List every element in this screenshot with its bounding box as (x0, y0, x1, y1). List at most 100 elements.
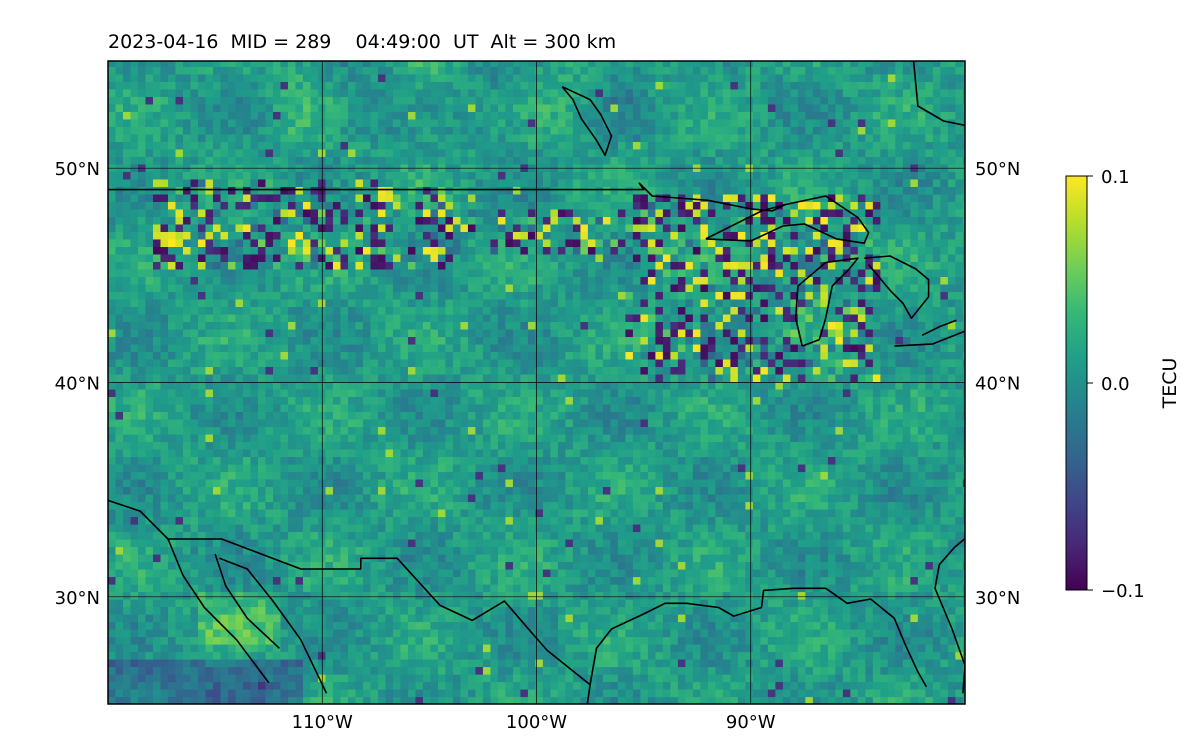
tec-cell (587, 433, 597, 443)
tec-cell (175, 636, 184, 645)
tec-cell (287, 396, 297, 405)
tec-cell (520, 651, 529, 660)
tec-cell (565, 621, 574, 630)
tec-cell (647, 403, 657, 413)
tec-cell (197, 493, 207, 503)
tec-cell (835, 388, 844, 398)
tec-cell (617, 681, 627, 690)
tec-cell (220, 621, 229, 630)
tec-cell (527, 388, 537, 398)
tec-cell (302, 636, 312, 645)
tec-cell (430, 516, 439, 525)
tec-cell (505, 523, 514, 533)
tec-cell (797, 448, 806, 458)
tec-cell (790, 396, 799, 405)
tec-cell (400, 546, 409, 555)
tec-cell (265, 448, 274, 458)
tec-cell (475, 471, 484, 480)
tec-cell (167, 418, 177, 428)
tec-cell (662, 531, 672, 540)
tec-cell (422, 553, 432, 563)
tec-cell (707, 591, 716, 600)
tec-cell (437, 598, 447, 608)
tec-cell (242, 591, 252, 600)
tec-cell (377, 441, 387, 450)
tec-cell (692, 689, 701, 698)
tec-cell (295, 441, 304, 450)
tec-cell (857, 426, 866, 435)
tec-cell (377, 658, 387, 668)
tec-cell (512, 643, 522, 653)
tec-cell (445, 441, 454, 450)
tec-cell (340, 478, 349, 488)
tec-cell (190, 456, 199, 465)
tec-cell (497, 561, 507, 570)
tec-cell (422, 508, 432, 518)
tec-cell (557, 666, 567, 675)
tec-cell (865, 508, 874, 518)
tec-cell (670, 381, 679, 390)
tec-cell (257, 403, 267, 413)
tec-cell (302, 531, 312, 540)
tec-cell (715, 516, 724, 525)
tec-cell (625, 448, 634, 458)
tec-cell (475, 681, 484, 690)
tec-cell (250, 381, 259, 390)
tec-cell (715, 598, 724, 608)
tec-cell (392, 606, 402, 615)
tec-cell (415, 463, 424, 473)
tec-cell (422, 516, 432, 525)
tec-cell (437, 689, 447, 698)
tec-cell (617, 591, 627, 600)
tec-cell (167, 689, 177, 698)
tec-cell (460, 681, 469, 690)
tec-cell (220, 418, 229, 428)
tec-cell (662, 523, 672, 533)
tec-cell (490, 486, 499, 495)
tec-cell (332, 433, 342, 443)
tec-cell (820, 403, 829, 413)
tec-cell (430, 651, 439, 660)
tec-cell (250, 696, 259, 704)
tec-cell (782, 501, 791, 510)
tec-cell (865, 471, 874, 480)
tec-cell (325, 403, 334, 413)
tec-cell (865, 403, 874, 413)
tec-cell (145, 568, 154, 578)
tec-cell (280, 546, 289, 555)
tec-cell (505, 531, 514, 540)
tec-cell (700, 456, 709, 465)
tec-cell (355, 613, 364, 623)
tec-cell (310, 576, 319, 585)
tec-cell (175, 538, 184, 548)
tec-cell (670, 651, 679, 660)
tec-cell (865, 523, 874, 533)
tec-cell (715, 606, 724, 615)
tec-cell (475, 486, 484, 495)
tec-cell (512, 628, 522, 638)
tec-cell (362, 463, 372, 473)
tec-cell (550, 576, 559, 585)
tec-cell (145, 576, 154, 585)
tec-cell (407, 388, 417, 398)
tec-cell (415, 583, 424, 593)
tec-cell (295, 381, 304, 390)
tec-cell (160, 486, 169, 495)
tec-cell (782, 591, 791, 600)
tec-cell (407, 433, 417, 443)
tec-cell (212, 613, 222, 623)
tec-cell (617, 463, 627, 473)
tec-cell (632, 486, 642, 495)
tec-cell (550, 538, 559, 548)
tec-cell (835, 396, 844, 405)
tec-cell (130, 606, 139, 615)
tec-cell (482, 553, 492, 563)
tec-cell (730, 666, 739, 675)
tec-cell (850, 486, 859, 495)
tec-cell (415, 658, 424, 668)
tec-cell (940, 441, 949, 450)
tec-cell (670, 606, 679, 615)
tec-cell (910, 456, 919, 465)
tec-cell (392, 441, 402, 450)
tec-cell (347, 561, 357, 570)
